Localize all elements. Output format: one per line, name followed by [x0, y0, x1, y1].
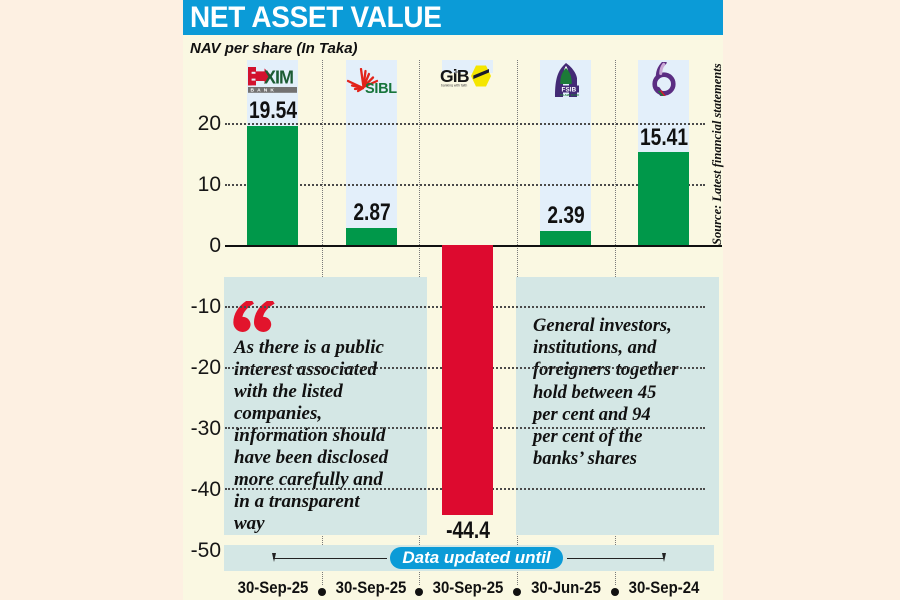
svg-text:banking with faith: banking with faith [441, 84, 467, 88]
svg-text:XIM: XIM [264, 67, 293, 87]
svg-text:BANK: BANK [251, 88, 278, 94]
svg-text:ISLAMI BANK: ISLAMI BANK [560, 93, 579, 97]
svg-text:SIBL: SIBL [365, 81, 397, 95]
